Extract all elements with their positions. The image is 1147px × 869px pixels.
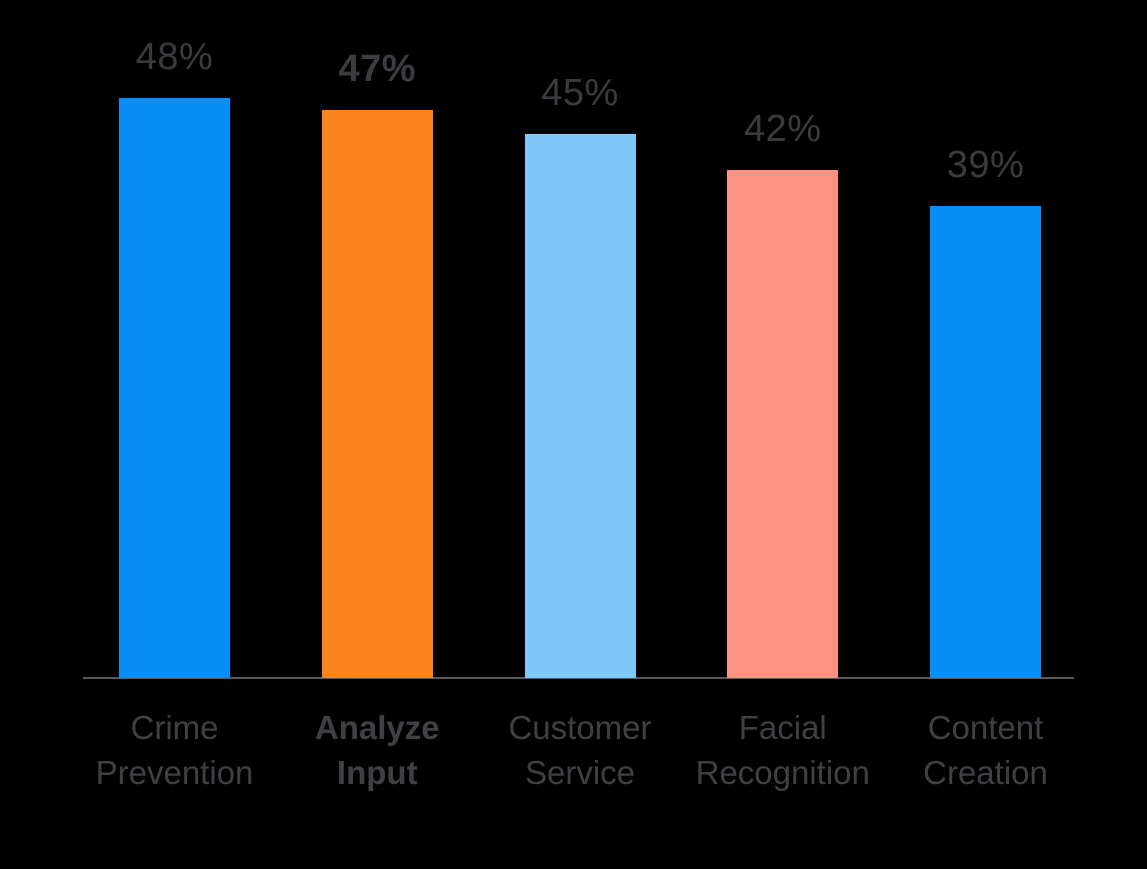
bar-value-label: 39% — [946, 144, 1025, 186]
bar-column: 48% — [119, 36, 230, 678]
bar-column: 47% — [321, 48, 433, 678]
category-label-line: Analyze — [314, 709, 440, 746]
category-label: Analyze Input — [247, 705, 507, 795]
x-axis-line — [83, 677, 1074, 679]
category-label-line: Crime — [130, 709, 219, 746]
bar-value-label: 48% — [135, 36, 214, 78]
bar-value-label: 47% — [338, 48, 417, 90]
bar — [524, 134, 636, 678]
bar — [727, 170, 839, 678]
bar-column: 42% — [727, 108, 839, 678]
category-label-line: Recognition — [695, 754, 870, 791]
bar-value-label: 45% — [541, 72, 619, 114]
category-label-line: Input — [336, 754, 418, 791]
bar — [321, 110, 433, 678]
category-label-line: Content — [927, 709, 1044, 746]
bar-value-label: 42% — [743, 108, 822, 150]
category-label-line: Customer — [508, 709, 652, 746]
category-label-line: Facial — [738, 709, 827, 746]
category-label: Content Creation — [856, 705, 1116, 795]
category-label: Facial Recognition — [653, 705, 913, 795]
bar-column: 39% — [930, 144, 1041, 678]
category-label: Customer Service — [450, 705, 710, 795]
category-label-line: Service — [524, 754, 636, 791]
bar — [119, 98, 230, 678]
category-label-line: Creation — [923, 754, 1048, 791]
category-label: Crime Prevention — [45, 705, 305, 795]
bar-column: 45% — [524, 72, 636, 678]
category-label-line: Prevention — [95, 754, 254, 791]
bar — [930, 206, 1041, 678]
